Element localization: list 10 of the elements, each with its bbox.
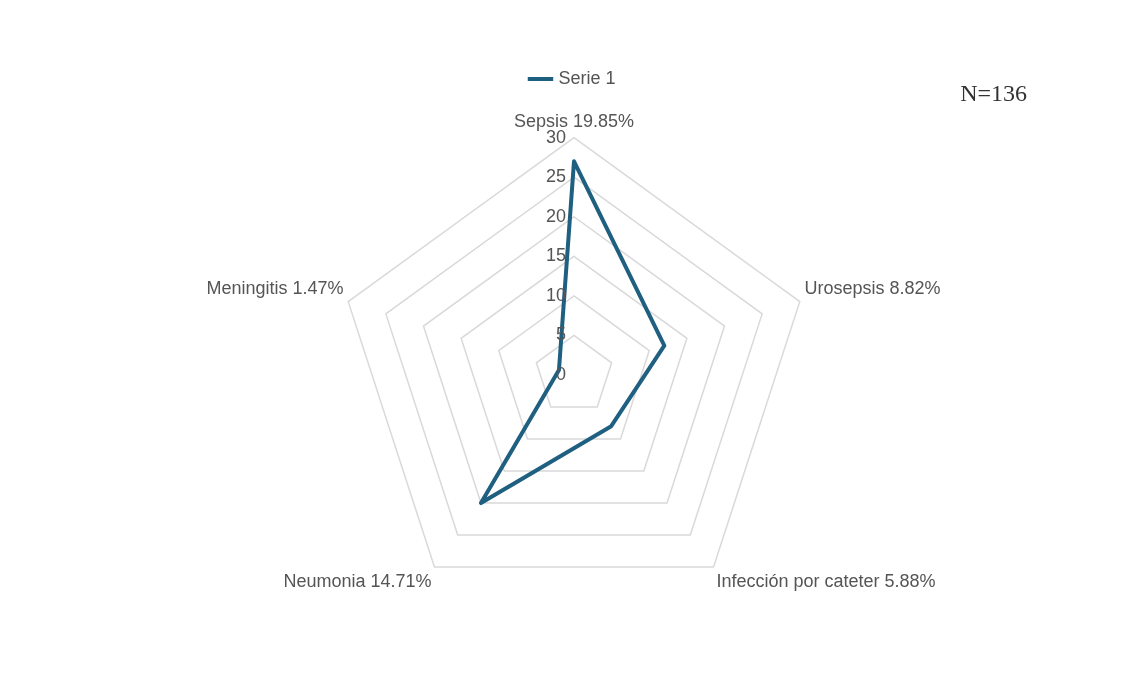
y-tick-label: 5 <box>555 324 566 345</box>
spoke-label: Meningitis 1.47% <box>206 278 344 299</box>
legend-label: Serie 1 <box>558 67 616 88</box>
y-tick-label: 0 <box>555 363 566 384</box>
spoke-label: Neumonia 14.71% <box>283 570 432 591</box>
text: N=136 <box>960 80 1027 107</box>
y-tick-label: 20 <box>545 205 566 226</box>
spoke-label: Infección por cateter 5.88% <box>716 570 936 591</box>
y-tick-label: 25 <box>545 166 566 187</box>
spoke-label: Urosepsis 8.82% <box>804 278 941 299</box>
